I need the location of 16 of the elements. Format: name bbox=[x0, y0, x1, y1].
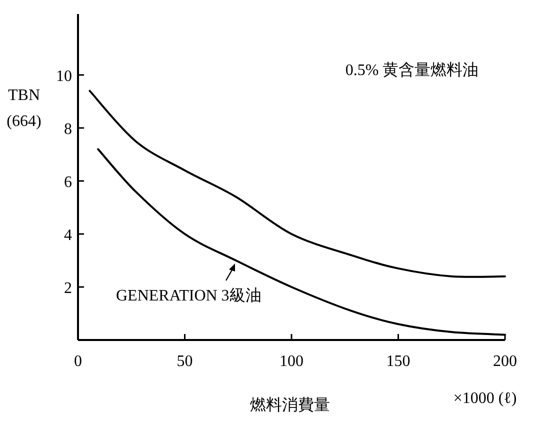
y-tick-label: 8 bbox=[64, 120, 72, 138]
x-tick-label: 150 bbox=[386, 353, 410, 370]
y-tick-label: 10 bbox=[56, 68, 72, 85]
y-tick-label: 6 bbox=[64, 174, 72, 191]
line-series bbox=[88, 90, 506, 278]
y-tick-label: 2 bbox=[64, 280, 72, 297]
x-tick-label: 0 bbox=[74, 353, 82, 370]
y-tick-label: 4 bbox=[64, 226, 72, 244]
y-axis-title: TBN (664) bbox=[6, 87, 42, 130]
annotation: 0.5% 黄含量燃料油 bbox=[345, 61, 479, 79]
x-tick-label: 200 bbox=[493, 353, 517, 370]
x-axis-title: 燃料消費量 bbox=[250, 396, 330, 414]
text: ×1000 (ℓ) bbox=[453, 390, 517, 407]
legend-label: GENERATION 3級油 bbox=[116, 286, 262, 304]
x-tick-label: 100 bbox=[280, 353, 304, 370]
x-tick-label: 50 bbox=[176, 353, 193, 370]
